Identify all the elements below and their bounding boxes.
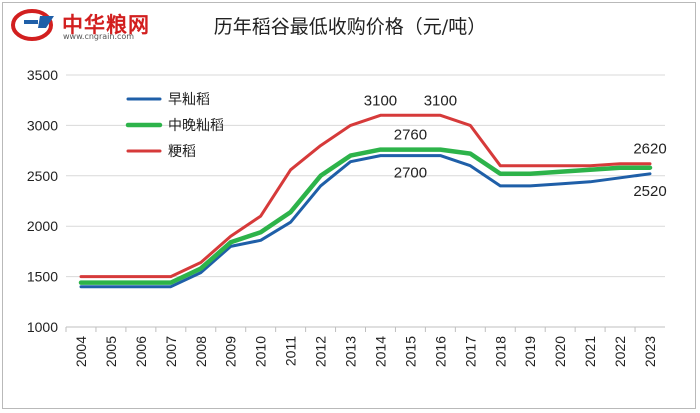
x-tick-label: 2010	[253, 336, 269, 367]
series-line-1	[79, 154, 652, 289]
legend-label: 早籼稻	[168, 92, 210, 108]
y-tick-label: 2000	[27, 218, 58, 234]
y-tick-label: 1500	[27, 269, 58, 285]
series-lines	[78, 113, 653, 289]
y-axis: 1000 1500 2000 2500 3000 3500	[27, 67, 58, 335]
x-tick-label: 2009	[223, 336, 239, 367]
x-tick-label: 2023	[642, 336, 658, 367]
y-tick-label: 1000	[27, 319, 58, 335]
y-tick-label: 2500	[27, 168, 58, 184]
legend-label: 中晚籼稻	[168, 118, 224, 134]
gridlines	[66, 74, 665, 328]
y-tick-label: 3500	[27, 67, 58, 83]
x-tick-label: 2022	[612, 336, 628, 367]
x-tick-label: 2006	[133, 336, 149, 367]
data-label: 2700	[394, 165, 427, 182]
x-tick-label: 2015	[402, 336, 418, 367]
logo-url: www.cngrain.com	[63, 32, 135, 41]
x-tick-label: 2008	[193, 336, 209, 367]
data-label: 3100	[364, 92, 397, 109]
data-label: 2760	[394, 127, 427, 144]
x-tick-label: 2017	[462, 336, 478, 367]
y-tick-label: 3000	[27, 117, 58, 133]
x-tick-label: 2011	[283, 336, 299, 366]
x-tick-label: 2016	[432, 336, 448, 367]
chart-title: 历年稻谷最低收购价格（元/吨）	[213, 16, 487, 38]
x-tick-label: 2005	[103, 336, 119, 367]
chart-frame	[2, 2, 696, 409]
series-line-2	[78, 147, 653, 285]
x-tick-label: 2014	[372, 336, 388, 367]
data-label: 3100	[424, 92, 457, 109]
series-line-3	[79, 113, 652, 279]
x-tick-label: 2013	[343, 336, 359, 367]
cngrain-logo-icon	[11, 9, 54, 41]
x-axis: 2004 2005 2006 2007 2008 2009 2010 2011 2012 2013…	[65, 327, 658, 367]
brand-logo: 中华粮网 www.cngrain.com	[10, 6, 180, 44]
x-tick-label: 2020	[552, 336, 568, 367]
data-label: 2620	[633, 141, 666, 158]
logo-text: 中华粮网	[62, 13, 150, 37]
data-label: 2520	[633, 183, 666, 200]
x-tick-label: 2018	[492, 336, 508, 367]
legend-label: 粳稻	[168, 144, 196, 160]
x-tick-label: 2019	[522, 336, 538, 367]
x-tick-label: 2007	[163, 336, 179, 367]
x-tick-label: 2021	[582, 336, 598, 367]
x-tick-label: 2004	[73, 336, 89, 367]
data-labels: 3100 3100 2760 2700 2620 2520	[364, 92, 667, 199]
x-tick-label: 2012	[313, 336, 329, 367]
